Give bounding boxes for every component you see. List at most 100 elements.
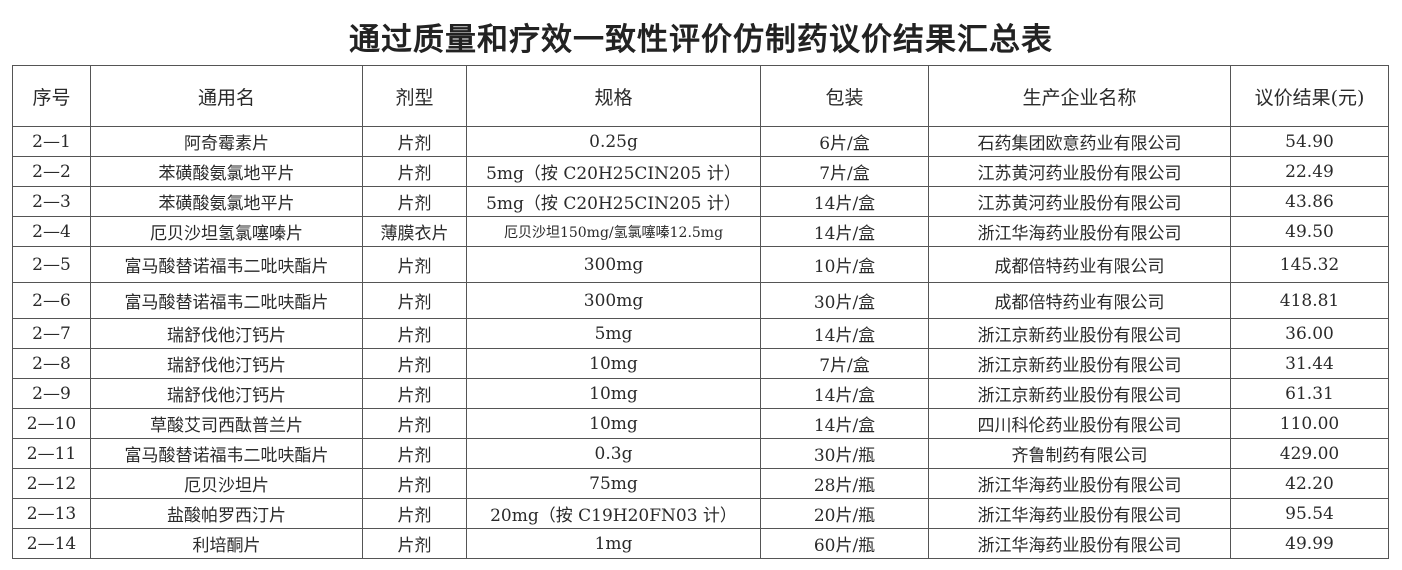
cell-manufacturer: 成都倍特药业有限公司 [928,282,1231,319]
table-row: 2—7 瑞舒伐他汀钙片 片剂 5mg 14片/盒 浙江京新药业股份有限公司 36.00 [12,318,1389,349]
cell-generic-name: 利培酮片 [90,528,363,559]
cell-generic-name: 苯磺酸氨氯地平片 [90,156,363,187]
cell-generic-name: 阿奇霉素片 [90,126,363,157]
header-manufacturer: 生产企业名称 [928,65,1231,127]
cell-price: 110.00 [1230,408,1389,439]
cell-price: 31.44 [1230,348,1389,379]
cell-package: 14片/盒 [760,378,929,409]
cell-price: 49.50 [1230,216,1389,247]
cell-manufacturer: 江苏黄河药业股份有限公司 [928,156,1231,187]
cell-dosage-form: 片剂 [362,528,467,559]
cell-manufacturer: 浙江京新药业股份有限公司 [928,318,1231,349]
cell-specification: 厄贝沙坦150mg/氢氯噻嗪12.5mg [466,216,761,247]
cell-serial: 2—8 [12,348,91,379]
cell-dosage-form: 片剂 [362,156,467,187]
cell-dosage-form: 片剂 [362,246,467,283]
cell-price: 54.90 [1230,126,1389,157]
cell-serial: 2—1 [12,126,91,157]
cell-manufacturer: 齐鲁制药有限公司 [928,438,1231,469]
table-row: 2—2 苯磺酸氨氯地平片 片剂 5mg（按 C20H25CIN205 计） 7片/盒 江苏… [12,156,1389,187]
cell-price: 145.32 [1230,246,1389,283]
cell-package: 20片/瓶 [760,498,929,529]
cell-manufacturer: 四川科伦药业股份有限公司 [928,408,1231,439]
table-row: 2—9 瑞舒伐他汀钙片 片剂 10mg 14片/盒 浙江京新药业股份有限公司 61.31 [12,378,1389,409]
cell-serial: 2—5 [12,246,91,283]
cell-price: 43.86 [1230,186,1389,217]
cell-dosage-form: 片剂 [362,438,467,469]
cell-generic-name: 盐酸帕罗西汀片 [90,498,363,529]
cell-manufacturer: 浙江京新药业股份有限公司 [928,348,1231,379]
cell-manufacturer: 石药集团欧意药业有限公司 [928,126,1231,157]
cell-manufacturer: 浙江华海药业股份有限公司 [928,468,1231,499]
header-generic-name: 通用名 [90,65,363,127]
cell-serial: 2—7 [12,318,91,349]
cell-serial: 2—13 [12,498,91,529]
table-row: 2—12 厄贝沙坦片 片剂 75mg 28片/瓶 浙江华海药业股份有限公司 42.20 [12,468,1389,499]
cell-package: 6片/盒 [760,126,929,157]
cell-serial: 2—3 [12,186,91,217]
cell-generic-name: 瑞舒伐他汀钙片 [90,318,363,349]
cell-generic-name: 厄贝沙坦片 [90,468,363,499]
table-row: 2—6 富马酸替诺福韦二吡呋酯片 片剂 300mg 30片/盒 成都倍特药业有限公司 418… [12,282,1389,319]
cell-specification: 0.3g [466,438,761,469]
cell-manufacturer: 浙江华海药业股份有限公司 [928,216,1231,247]
cell-price: 42.20 [1230,468,1389,499]
cell-serial: 2—2 [12,156,91,187]
cell-dosage-form: 薄膜衣片 [362,216,467,247]
cell-serial: 2—10 [12,408,91,439]
cell-package: 7片/盒 [760,348,929,379]
table-row: 2—8 瑞舒伐他汀钙片 片剂 10mg 7片/盒 浙江京新药业股份有限公司 31.44 [12,348,1389,379]
table-row: 2—3 苯磺酸氨氯地平片 片剂 5mg（按 C20H25CIN205 计） 14片/盒江… [12,186,1389,217]
cell-price: 22.49 [1230,156,1389,187]
cell-specification: 75mg [466,468,761,499]
cell-generic-name: 富马酸替诺福韦二吡呋酯片 [90,282,363,319]
cell-price: 61.31 [1230,378,1389,409]
cell-price: 429.00 [1230,438,1389,469]
header-dosage-form: 剂型 [362,65,467,127]
cell-generic-name: 苯磺酸氨氯地平片 [90,186,363,217]
cell-specification: 5mg [466,318,761,349]
cell-price: 49.99 [1230,528,1389,559]
cell-serial: 2—12 [12,468,91,499]
cell-serial: 2—9 [12,378,91,409]
cell-price: 36.00 [1230,318,1389,349]
cell-price: 418.81 [1230,282,1389,319]
cell-generic-name: 富马酸替诺福韦二吡呋酯片 [90,438,363,469]
cell-dosage-form: 片剂 [362,498,467,529]
cell-manufacturer: 浙江华海药业股份有限公司 [928,498,1231,529]
cell-generic-name: 厄贝沙坦氢氯噻嗪片 [90,216,363,247]
header-price: 议价结果(元) [1230,65,1389,127]
cell-dosage-form: 片剂 [362,318,467,349]
cell-serial: 2—4 [12,216,91,247]
cell-specification: 1mg [466,528,761,559]
cell-specification: 300mg [466,246,761,283]
cell-dosage-form: 片剂 [362,126,467,157]
cell-serial: 2—14 [12,528,91,559]
cell-package: 30片/盒 [760,282,929,319]
cell-specification: 10mg [466,408,761,439]
cell-dosage-form: 片剂 [362,186,467,217]
cell-manufacturer: 浙江华海药业股份有限公司 [928,528,1231,559]
cell-specification: 5mg（按 C20H25CIN205 计） [466,156,761,187]
cell-generic-name: 瑞舒伐他汀钙片 [90,348,363,379]
cell-package: 28片/瓶 [760,468,929,499]
cell-specification: 300mg [466,282,761,319]
table-row: 2—4 厄贝沙坦氢氯噻嗪片 薄膜衣片 厄贝沙坦150mg/氢氯噻嗪12.5mg 14片/… [12,216,1389,247]
cell-specification: 0.25g [466,126,761,157]
cell-package: 60片/瓶 [760,528,929,559]
cell-dosage-form: 片剂 [362,378,467,409]
cell-generic-name: 瑞舒伐他汀钙片 [90,378,363,409]
cell-serial: 2—6 [12,282,91,319]
table-row: 2—1 阿奇霉素片 片剂 0.25g 6片/盒 石药集团欧意药业有限公司 54.90 [12,126,1389,157]
header-specification: 规格 [466,65,761,127]
cell-specification: 10mg [466,378,761,409]
cell-package: 7片/盒 [760,156,929,187]
header-package: 包装 [760,65,929,127]
cell-package: 30片/瓶 [760,438,929,469]
cell-specification: 20mg（按 C19H20FN03 计） [466,498,761,529]
table-row: 2—11 富马酸替诺福韦二吡呋酯片 片剂 0.3g 30片/瓶 齐鲁制药有限公司 429.0… [12,438,1389,469]
cell-dosage-form: 片剂 [362,348,467,379]
table-row: 2—14 利培酮片 片剂 1mg 60片/瓶 浙江华海药业股份有限公司 49.99 [12,528,1389,559]
cell-specification: 5mg（按 C20H25CIN205 计） [466,186,761,217]
cell-generic-name: 富马酸替诺福韦二吡呋酯片 [90,246,363,283]
